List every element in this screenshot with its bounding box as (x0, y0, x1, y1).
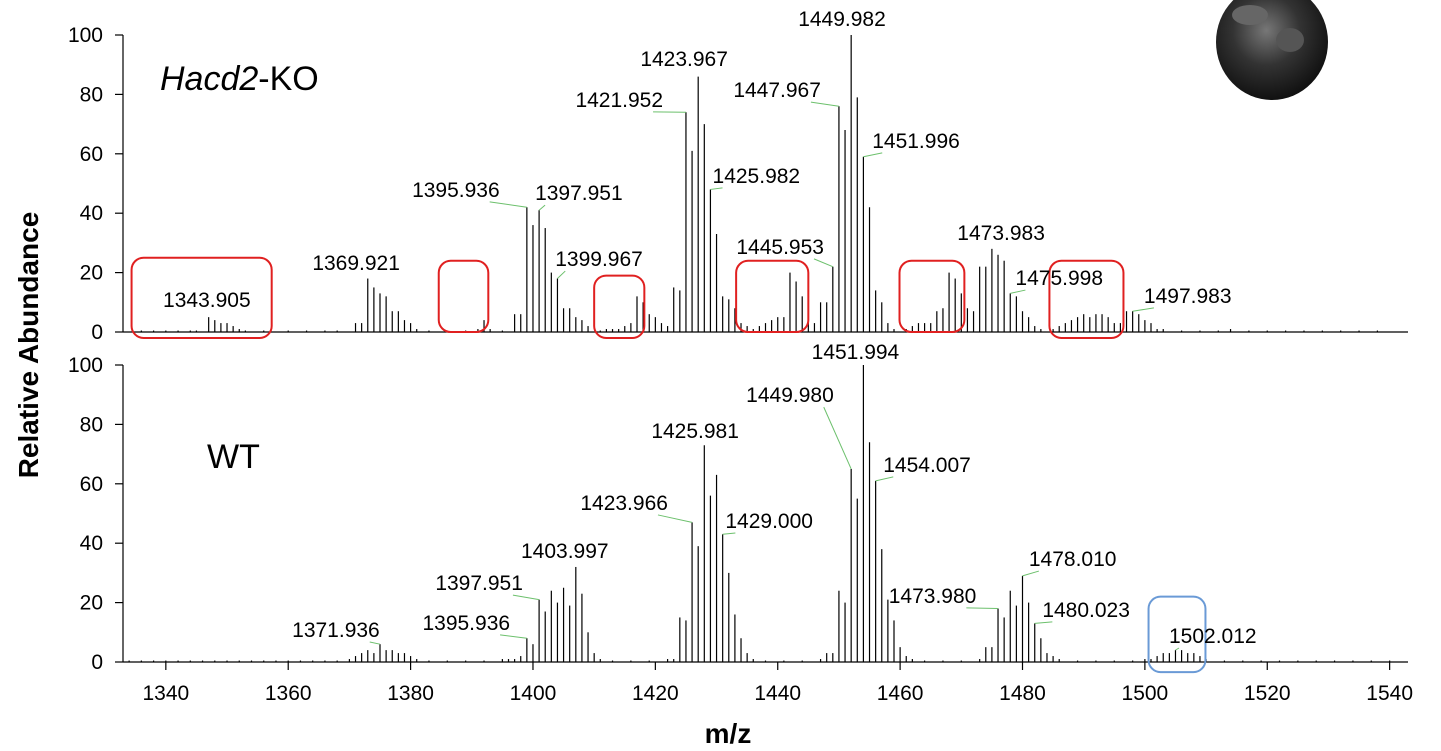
leader-line (538, 204, 546, 211)
y-tick-label: 100 (68, 24, 103, 47)
leader-line (966, 607, 999, 610)
leader-line (710, 187, 723, 190)
peak-label: 1454.007 (883, 454, 971, 477)
leader-line (875, 476, 894, 482)
peak-label: 1423.967 (640, 48, 728, 71)
y-tick-label: 60 (80, 143, 103, 166)
highlight-box (130, 256, 273, 339)
leader-line (500, 634, 527, 639)
leader-line (813, 258, 834, 268)
leader-line (557, 270, 566, 279)
y-tick-label: 60 (80, 473, 103, 496)
peak-label: 1478.010 (1029, 548, 1117, 571)
peak-label: 1473.983 (957, 222, 1045, 245)
highlight-box (1147, 595, 1207, 674)
y-tick-label: 80 (80, 413, 103, 436)
peak-label: 1502.012 (1169, 625, 1257, 648)
peak-label: 1429.000 (725, 510, 813, 533)
highlight-box (1048, 259, 1125, 339)
highlight-box (437, 259, 490, 333)
y-tick-label: 100 (68, 354, 103, 377)
panel-label: WT (207, 438, 260, 476)
peak-label: 1451.994 (812, 341, 900, 364)
x-tick-label: 1340 (142, 682, 189, 705)
leader-line (722, 532, 736, 535)
x-tick-label: 1360 (265, 682, 312, 705)
peak-label: 1423.966 (580, 492, 668, 515)
leader-line (810, 101, 840, 107)
peak-label: 1397.951 (535, 182, 623, 205)
leader-line (1175, 647, 1180, 651)
peak-label: 1445.953 (736, 236, 824, 259)
x-tick-label: 1520 (1244, 682, 1291, 705)
peak-label: 1449.982 (798, 8, 886, 31)
peak-label: 1395.936 (412, 179, 500, 202)
leader-line (863, 152, 883, 158)
x-tick-label: 1460 (877, 682, 924, 705)
highlight-box (735, 259, 810, 333)
x-tick-label: 1480 (999, 682, 1046, 705)
leader-line (657, 514, 693, 523)
y-tick-label: 40 (80, 202, 103, 225)
highlight-box (898, 259, 966, 333)
y-tick-label: 20 (80, 262, 103, 285)
peak-label: 1403.997 (521, 540, 609, 563)
y-tick-label: 0 (91, 651, 103, 674)
peak-label: 1451.996 (872, 130, 960, 153)
x-tick-label: 1540 (1366, 682, 1413, 705)
x-tick-label: 1400 (510, 682, 557, 705)
leader-line (1034, 621, 1053, 624)
x-tick-label: 1440 (754, 682, 801, 705)
peak-label: 1421.952 (575, 89, 663, 112)
x-tick-label: 1500 (1122, 682, 1169, 705)
peak-label: 1473.980 (889, 585, 977, 608)
leader-line (489, 201, 527, 208)
peak-label: 1397.951 (435, 572, 523, 595)
embryo-image (1216, 0, 1328, 100)
peak-label: 1425.981 (651, 420, 739, 443)
leader-line (823, 406, 852, 470)
y-tick-label: 0 (91, 321, 103, 344)
y-tick-label: 40 (80, 532, 103, 555)
x-tick-label: 1420 (632, 682, 679, 705)
leader-line (1010, 289, 1026, 294)
peak-label: 1497.983 (1144, 285, 1232, 308)
peak-label: 1447.967 (733, 79, 821, 102)
x-axis-title: m/z (705, 718, 752, 749)
peak-label: 1371.936 (292, 619, 380, 642)
peak-label: 1395.936 (422, 612, 510, 635)
peak-label: 1425.982 (713, 165, 801, 188)
y-tick-label: 80 (80, 83, 103, 106)
y-axis-title: Relative Abundance (13, 212, 44, 479)
leader-line (1022, 570, 1040, 577)
panel-label: Hacd2-KO (160, 60, 319, 98)
y-tick-label: 20 (80, 592, 103, 615)
peak-label: 1399.967 (555, 248, 643, 271)
leader-line (1132, 307, 1154, 312)
peak-label: 1449.980 (746, 384, 834, 407)
peak-label: 1343.905 (163, 289, 251, 312)
highlight-box (593, 274, 646, 339)
x-tick-label: 1380 (387, 682, 434, 705)
peak-label: 1369.921 (312, 252, 400, 275)
peak-label: 1475.998 (1015, 267, 1103, 290)
leader-line (369, 641, 381, 645)
leader-line (512, 594, 540, 601)
peak-label: 1480.023 (1042, 599, 1130, 622)
